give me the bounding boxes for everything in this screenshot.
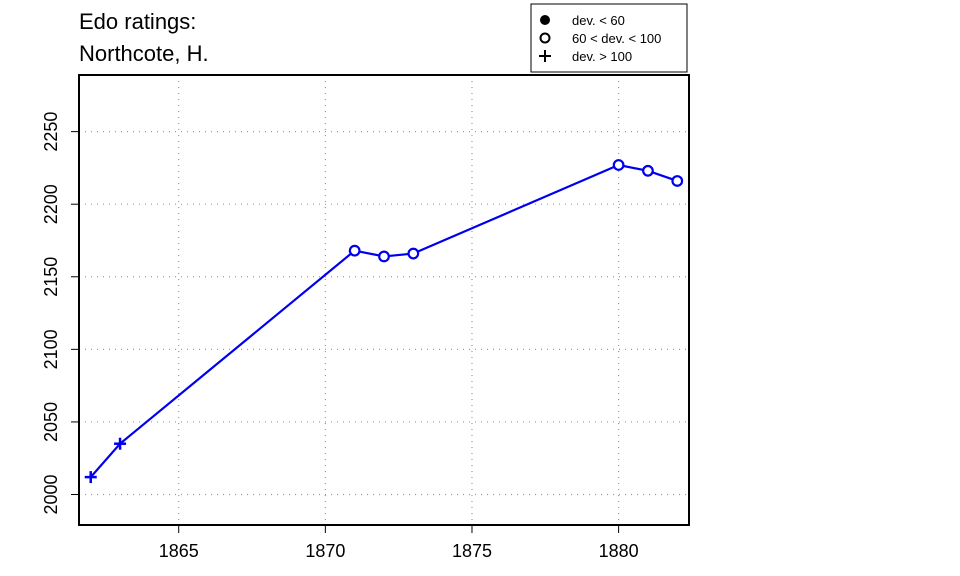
data-point-open-5 <box>612 159 625 171</box>
y-tick-label: 2000 <box>41 474 61 514</box>
rating-series <box>84 159 684 484</box>
data-point-open-6 <box>642 164 654 177</box>
data-point-open-3 <box>378 250 390 263</box>
chart-title-line-1: Edo ratings: <box>79 9 196 34</box>
legend-label-0: dev. < 60 <box>572 13 625 28</box>
data-point-open-2 <box>348 244 361 257</box>
x-tick-label: 1865 <box>159 541 199 561</box>
legend-box <box>530 3 688 73</box>
y-tick-label: 2150 <box>41 257 61 297</box>
grid-lines <box>79 75 689 525</box>
legend-label-2: dev. > 100 <box>572 49 632 64</box>
plot-frame <box>78 74 690 526</box>
y-tick-label: 2100 <box>41 329 61 369</box>
legend-marker-filled-circle <box>540 15 550 25</box>
legend: dev. < 60 60 < dev. < 100 dev. > 100 <box>530 3 688 73</box>
y-tick-label: 2200 <box>41 184 61 224</box>
x-tick-label: 1870 <box>305 541 345 561</box>
legend-marker-open-circle <box>539 32 551 44</box>
data-point-open-7 <box>671 175 684 187</box>
data-point-plus-0 <box>84 471 97 484</box>
data-point-open-4 <box>407 247 420 260</box>
legend-label-1: 60 < dev. < 100 <box>572 31 661 46</box>
data-point-plus-1 <box>114 437 127 450</box>
chart-title-line-2: Northcote, H. <box>79 41 209 66</box>
legend-marker-plus <box>539 50 551 62</box>
y-axis: 2000 2050 2100 2150 2200 2250 <box>41 112 79 515</box>
x-tick-label: 1880 <box>599 541 639 561</box>
x-tick-label: 1875 <box>452 541 492 561</box>
y-tick-label: 2050 <box>41 402 61 442</box>
y-tick-label: 2250 <box>41 112 61 152</box>
x-axis: 1865 1870 1875 1880 <box>159 525 639 561</box>
